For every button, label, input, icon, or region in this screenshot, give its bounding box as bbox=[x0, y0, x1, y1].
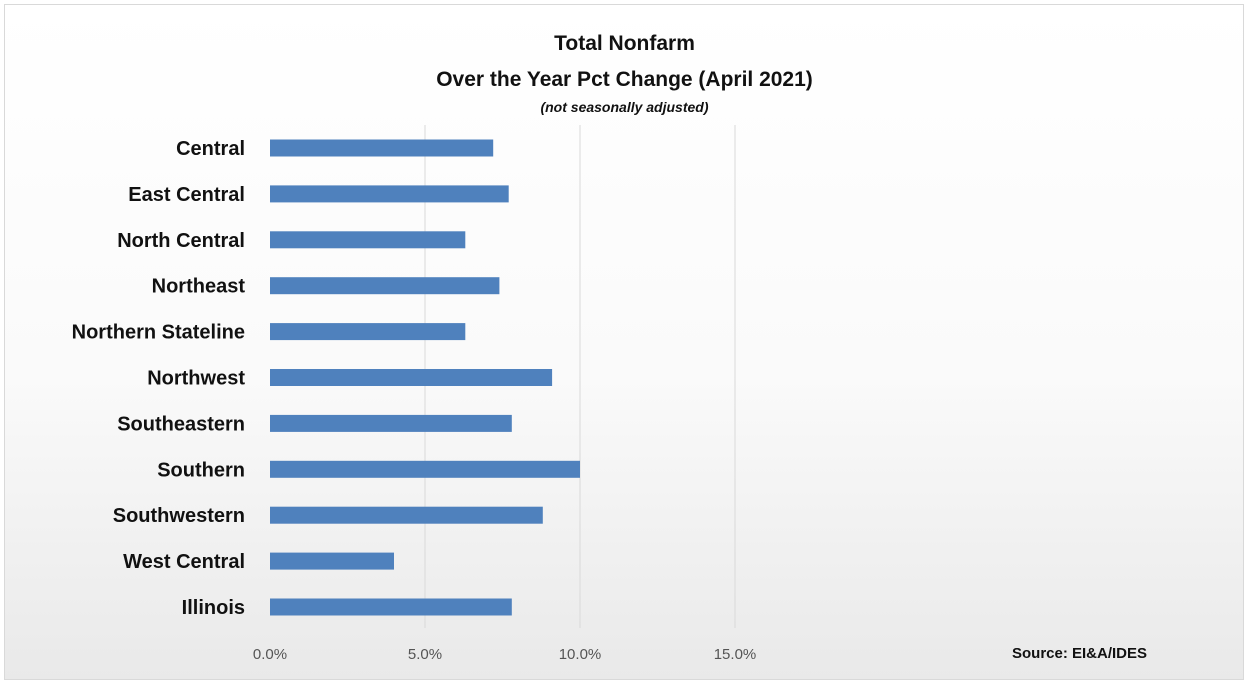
category-label: Northwest bbox=[147, 368, 245, 390]
source-note: Source: EI&A/IDES bbox=[1012, 645, 1148, 662]
bar-southern bbox=[270, 460, 580, 478]
bar-northern-stateline bbox=[270, 323, 466, 341]
chart-title: Total Nonfarm bbox=[554, 32, 695, 55]
category-label: Northeast bbox=[152, 276, 246, 298]
chart-area bbox=[4, 4, 1244, 680]
bar-northwest bbox=[270, 369, 553, 386]
category-label: Illinois bbox=[182, 597, 245, 619]
chart-subtitle: (not seasonally adjusted) bbox=[540, 99, 709, 115]
bar-east-central bbox=[270, 185, 509, 203]
category-label: East Central bbox=[128, 184, 245, 206]
category-label: Southeastern bbox=[117, 413, 245, 435]
bar-southeastern bbox=[270, 414, 512, 432]
bar-west-central bbox=[270, 552, 394, 570]
category-label: Southwestern bbox=[113, 505, 245, 527]
x-tick-label: 0.0% bbox=[253, 646, 287, 663]
category-label: Northern Stateline bbox=[72, 322, 245, 344]
x-tick-label: 5.0% bbox=[408, 646, 442, 663]
category-label: North Central bbox=[117, 230, 245, 252]
bar-northeast bbox=[270, 277, 500, 295]
bar-central bbox=[270, 139, 494, 157]
category-label: Central bbox=[176, 138, 245, 160]
x-tick-label: 15.0% bbox=[714, 646, 757, 663]
bar-illinois bbox=[270, 598, 512, 616]
category-label: West Central bbox=[123, 551, 245, 573]
bar-north-central bbox=[270, 231, 466, 249]
chart-title-line2: Over the Year Pct Change (April 2021) bbox=[436, 68, 813, 91]
category-label: Southern bbox=[157, 459, 245, 481]
x-tick-label: 10.0% bbox=[559, 646, 602, 663]
bar-southwestern bbox=[270, 506, 543, 524]
